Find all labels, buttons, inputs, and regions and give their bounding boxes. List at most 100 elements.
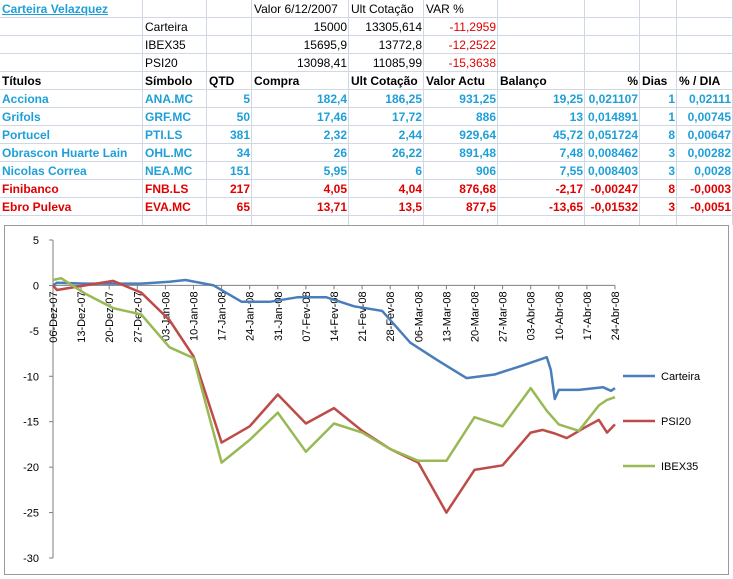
row-dias: 3 bbox=[668, 146, 675, 160]
row-pct: -0,01532 bbox=[590, 200, 638, 214]
row-balanco: -2,17 bbox=[555, 182, 583, 196]
row-simbolo: GRF.MC bbox=[145, 110, 191, 124]
row-compra: 17,46 bbox=[316, 110, 347, 124]
summary-row-valor: 15000 bbox=[313, 20, 347, 34]
x-tick-label: 10-Jan-08 bbox=[189, 291, 201, 341]
summary-header-ult: Ult Cotação bbox=[351, 2, 414, 16]
row-pctdia: 0,00745 bbox=[687, 110, 731, 124]
row-titulo: Grifols bbox=[2, 110, 41, 124]
row-ult: 186,25 bbox=[385, 92, 422, 106]
row-balanco: 7,55 bbox=[559, 164, 583, 178]
row-ult: 2,44 bbox=[398, 128, 422, 142]
row-pctdia: -0,0051 bbox=[690, 200, 731, 214]
row-qtd: 151 bbox=[229, 164, 250, 178]
x-tick-label: 13-Mar-08 bbox=[441, 291, 453, 342]
row-pct: 0,051724 bbox=[587, 128, 638, 142]
summary-row-valor: 13098,41 bbox=[296, 56, 347, 70]
x-tick-label: 28-Fev-08 bbox=[385, 291, 397, 341]
row-dias: 8 bbox=[668, 182, 675, 196]
summary-row-name: PSI20 bbox=[145, 56, 178, 70]
row-dias: 3 bbox=[668, 200, 675, 214]
row-valor: 931,25 bbox=[459, 92, 496, 106]
line-chart[interactable]: 5 0 -5 -10 -15 -20 -25 -30 06-Dez-07 13-Dez-07 20-… bbox=[4, 225, 729, 575]
row-ult: 13,5 bbox=[398, 200, 422, 214]
summary-header-valor: Valor 6/12/2007 bbox=[254, 2, 338, 16]
legend-label-carteira: Carteira bbox=[661, 371, 701, 383]
row-balanco: 7,48 bbox=[559, 146, 583, 160]
y-tick-label: -25 bbox=[23, 508, 39, 520]
row-simbolo: PTI.LS bbox=[145, 128, 183, 142]
row-titulo: Nicolas Correa bbox=[2, 164, 87, 178]
row-simbolo: OHL.MC bbox=[145, 146, 193, 160]
row-qtd: 65 bbox=[236, 200, 250, 214]
row-qtd: 381 bbox=[229, 128, 250, 142]
row-ult: 17,72 bbox=[391, 110, 422, 124]
row-compra: 182,4 bbox=[316, 92, 347, 106]
table-header-2: Símbolo bbox=[145, 74, 193, 88]
x-tick-label: 06-Dez-07 bbox=[48, 291, 60, 342]
row-valor: 891,48 bbox=[459, 146, 496, 160]
summary-row-ult: 13772,8 bbox=[378, 38, 422, 52]
y-tick-label: -15 bbox=[23, 417, 39, 429]
sheet-title-link[interactable]: Carteira Velazquez bbox=[2, 2, 109, 16]
x-tick-label: 17-Jan-08 bbox=[217, 291, 229, 341]
row-valor: 877,5 bbox=[465, 200, 496, 214]
table-header-1: Títulos bbox=[2, 74, 42, 88]
x-tick-label: 24-Abr-08 bbox=[610, 291, 622, 340]
row-compra: 13,71 bbox=[316, 200, 347, 214]
table-header-8: % bbox=[627, 74, 638, 88]
x-tick-label: 13-Dez-07 bbox=[76, 291, 88, 342]
row-valor: 929,64 bbox=[459, 128, 496, 142]
x-tick-label: 07-Fev-08 bbox=[301, 291, 313, 341]
y-tick-label: -10 bbox=[23, 371, 39, 383]
table-header-3: QTD bbox=[209, 74, 235, 88]
row-ult: 4,04 bbox=[398, 182, 422, 196]
summary-row-name: Carteira bbox=[145, 20, 188, 34]
chart-svg: 5 0 -5 -10 -15 -20 -25 -30 06-Dez-07 13-Dez-07 20-… bbox=[23, 235, 701, 565]
x-tick-label: 21-Fev-08 bbox=[357, 291, 369, 341]
row-pctdia: 0,0028 bbox=[694, 164, 731, 178]
row-simbolo: ANA.MC bbox=[145, 92, 193, 106]
table-header-7: Balanço bbox=[500, 74, 547, 88]
x-tick-label: 24-Jan-08 bbox=[245, 291, 257, 341]
row-pctdia: -0,0003 bbox=[690, 182, 731, 196]
x-tick-label: 20-Dez-07 bbox=[104, 291, 116, 342]
series-line-carteira bbox=[52, 278, 616, 401]
row-dias: 8 bbox=[668, 128, 675, 142]
row-balanco: 13 bbox=[569, 110, 583, 124]
row-pct: 0,021107 bbox=[588, 92, 638, 106]
row-balanco: -13,65 bbox=[548, 200, 583, 214]
x-tick-label: 27-Mar-08 bbox=[498, 291, 510, 342]
x-tick-label: 06-Mar-08 bbox=[413, 291, 425, 342]
row-titulo: Acciona bbox=[2, 92, 49, 106]
summary-row-var: -11,2959 bbox=[449, 20, 496, 34]
row-simbolo: EVA.MC bbox=[145, 200, 191, 214]
series-line-ibex35 bbox=[52, 276, 616, 464]
row-compra: 2,32 bbox=[323, 128, 347, 142]
row-pct: 0,008403 bbox=[587, 164, 638, 178]
y-tick-label: -5 bbox=[29, 326, 39, 338]
row-simbolo: FNB.LS bbox=[145, 182, 189, 196]
summary-row-name: IBEX35 bbox=[145, 38, 186, 52]
row-pct: 0,008462 bbox=[587, 146, 638, 160]
x-tick-label: 27-Dez-07 bbox=[132, 291, 144, 342]
x-tick-label: 14-Fev-08 bbox=[329, 291, 341, 341]
x-tick-label: 03-Abr-08 bbox=[526, 291, 538, 340]
row-balanco: 45,72 bbox=[552, 128, 583, 142]
table-header-6: Valor Actu bbox=[426, 74, 485, 88]
summary-row-var: -12,2522 bbox=[448, 38, 496, 52]
row-compra: 4,05 bbox=[323, 182, 347, 196]
x-tick-label: 10-Abr-08 bbox=[554, 291, 566, 340]
row-pctdia: 0,00647 bbox=[687, 128, 731, 142]
x-tick-label: 17-Abr-08 bbox=[582, 291, 594, 340]
row-qtd: 50 bbox=[236, 110, 250, 124]
x-tick-label: 31-Jan-08 bbox=[273, 291, 285, 341]
row-ult: 26,22 bbox=[391, 146, 422, 160]
row-dias: 3 bbox=[668, 164, 675, 178]
table-header-9: Dias bbox=[642, 74, 668, 88]
row-valor: 876,68 bbox=[459, 182, 496, 196]
table-header-5: Ult Cotação bbox=[351, 74, 418, 88]
table-header-4: Compra bbox=[254, 74, 300, 88]
row-pctdia: 0,02111 bbox=[688, 92, 731, 106]
